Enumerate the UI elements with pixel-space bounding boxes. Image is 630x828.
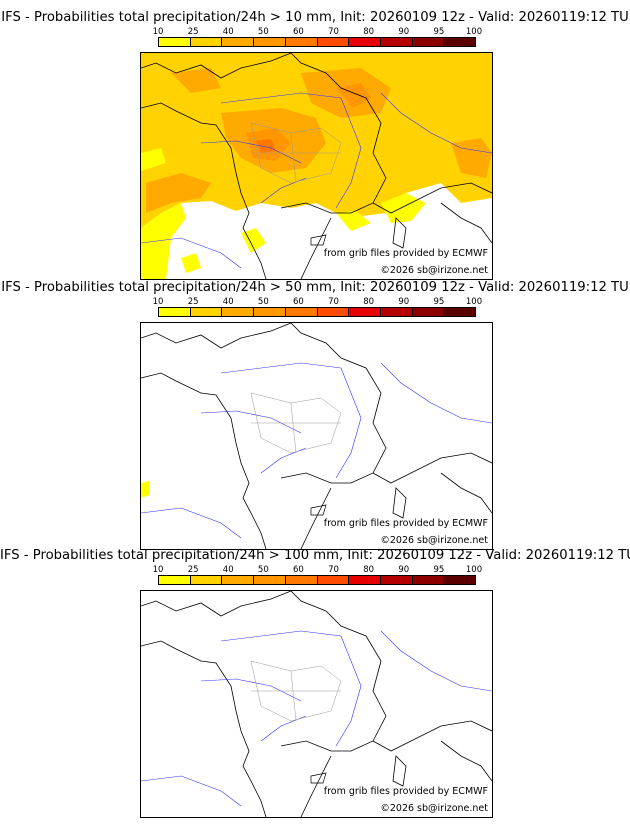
legend-swatch: [285, 308, 318, 316]
legend-tick-label: 70: [328, 27, 339, 37]
legend-tick-label: 90: [398, 27, 410, 37]
legend-swatch: [349, 308, 381, 316]
legend-swatch: [380, 576, 413, 584]
legend-labels: 10 25 40 50 60 70 80 90 95 100: [152, 565, 483, 575]
map-panel-50mm: IFS - Probabilities total precipitation/…: [0, 280, 630, 550]
precip-map-graphic: [141, 591, 492, 817]
legend-tick-label: 80: [363, 297, 375, 307]
legend-swatch: [190, 308, 223, 316]
legend-tick-label: 90: [398, 297, 410, 307]
legend-swatch: [412, 576, 445, 584]
legend-swatch: [444, 38, 476, 46]
legend-swatch: [349, 576, 381, 584]
data-source-credit: from grib files provided by ECMWF: [323, 786, 488, 797]
legend-swatch: [222, 308, 255, 316]
legend-swatch: [222, 576, 255, 584]
legend-swatch: [254, 308, 286, 316]
legend-tick-label: 50: [257, 565, 269, 575]
legend-tick-label: 50: [257, 297, 269, 307]
legend-swatch: [222, 38, 255, 46]
legend-swatch: [285, 38, 318, 46]
map-panel-100mm: IFS - Probabilities total precipitation/…: [0, 548, 630, 818]
legend-tick-label: 25: [187, 27, 199, 37]
legend-swatch: [444, 576, 476, 584]
legend-swatch: [380, 308, 413, 316]
legend-swatch: [412, 308, 445, 316]
legend-swatch: [412, 38, 445, 46]
legend-swatch: [254, 576, 286, 584]
panel-title: IFS - Probabilities total precipitation/…: [1, 280, 629, 295]
legend-tick-label: 95: [433, 27, 445, 37]
legend-swatch: [380, 38, 413, 46]
legend-tick-label: 40: [222, 297, 234, 307]
legend-swatch: [317, 38, 350, 46]
copyright-credit: ©2026 sb@irizone.net: [380, 803, 488, 814]
legend-swatch: [159, 576, 191, 584]
legend-tick-label: 60: [293, 565, 304, 575]
precip-map-graphic: [141, 53, 492, 279]
precip-map-graphic: [141, 323, 492, 549]
probability-map: from grib files provided by ECMWF ©2026 …: [140, 590, 493, 818]
legend-tick-label: 25: [187, 297, 199, 307]
legend-tick-label: 25: [187, 565, 199, 575]
legend-swatch: [444, 308, 476, 316]
legend-tick-label: 70: [328, 297, 339, 307]
probability-map: from grib files provided by ECMWF ©2026 …: [140, 52, 493, 280]
legend-swatch: [317, 308, 350, 316]
data-source-credit: from grib files provided by ECMWF: [323, 518, 488, 529]
legend-swatch: [190, 576, 223, 584]
legend-labels: 10 25 40 50 60 70 80 90 95 100: [152, 297, 483, 307]
panel-title: IFS - Probabilities total precipitation/…: [1, 10, 629, 25]
legend-tick-label: 10: [152, 565, 164, 575]
copyright-credit: ©2026 sb@irizone.net: [380, 265, 488, 276]
legend-tick-label: 60: [293, 297, 304, 307]
legend-tick-label: 90: [398, 565, 410, 575]
legend-swatch: [349, 38, 381, 46]
legend-tick-label: 95: [433, 565, 445, 575]
legend-tick-label: 60: [293, 27, 304, 37]
data-source-credit: from grib files provided by ECMWF: [323, 248, 488, 259]
legend-color-bar: [158, 37, 476, 47]
legend-swatch: [159, 308, 191, 316]
legend-tick-label: 95: [433, 297, 445, 307]
legend-swatch: [254, 38, 286, 46]
legend-labels: 10 25 40 50 60 70 80 90 95 100: [152, 27, 483, 37]
legend-tick-label: 10: [152, 27, 164, 37]
legend-tick-label: 100: [465, 297, 483, 307]
legend-tick-label: 100: [465, 27, 483, 37]
legend-tick-label: 80: [363, 565, 375, 575]
legend-color-bar: [158, 575, 476, 585]
legend-swatch: [159, 38, 191, 46]
legend-color-bar: [158, 307, 476, 317]
probability-map: from grib files provided by ECMWF ©2026 …: [140, 322, 493, 550]
legend-tick-label: 100: [465, 565, 483, 575]
copyright-credit: ©2026 sb@irizone.net: [380, 535, 488, 546]
legend-tick-label: 10: [152, 297, 164, 307]
legend-tick-label: 40: [222, 27, 234, 37]
legend-swatch: [285, 576, 318, 584]
legend-tick-label: 40: [222, 565, 234, 575]
legend-tick-label: 50: [257, 27, 269, 37]
legend-swatch: [190, 38, 223, 46]
legend-tick-label: 80: [363, 27, 375, 37]
map-panel-10mm: IFS - Probabilities total precipitation/…: [0, 10, 630, 280]
legend-tick-label: 70: [328, 565, 339, 575]
legend-swatch: [317, 576, 350, 584]
panel-title: IFS - Probabilities total precipitation/…: [0, 548, 630, 563]
